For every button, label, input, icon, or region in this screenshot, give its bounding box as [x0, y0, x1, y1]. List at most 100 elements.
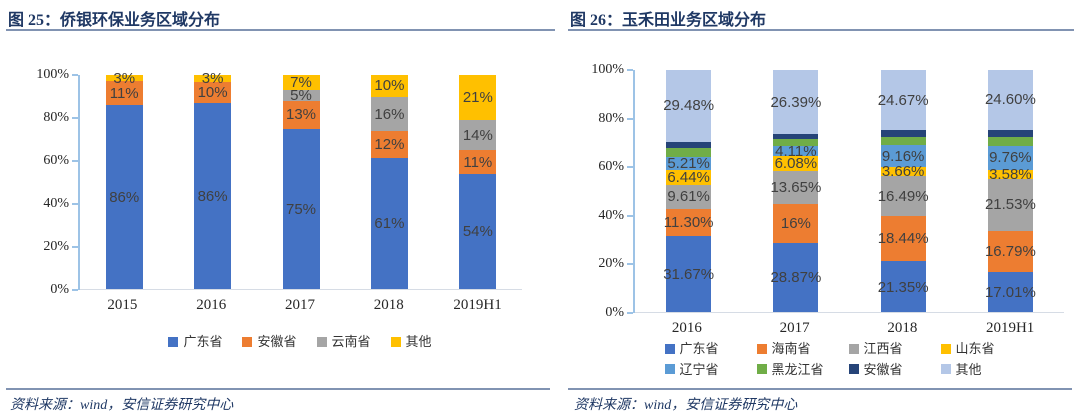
bar-segment-海南省: 18.44%: [878, 216, 929, 262]
bar-segment-辽宁省: 4.11%: [773, 144, 819, 159]
bar-slot-2016: 31.67% 11.30% 9.61% 6.44% 5.21% 29.48%: [635, 70, 742, 313]
legend-item-label: 黑龙江省: [771, 361, 824, 377]
bar-segment-辽宁省: 9.76%: [987, 146, 1033, 170]
bar-segment-label: 14%: [462, 126, 493, 144]
figure-26-title-rule: [568, 29, 1074, 31]
bar-segment-其他: 24.67%: [878, 70, 929, 131]
y-axis-tick-label: 40%: [598, 207, 624, 223]
bar-segment-云南省: 16%: [370, 96, 408, 132]
bar-segment-label: 5.21%: [667, 154, 710, 172]
bar-segment-label: 86%: [197, 188, 228, 206]
y-axis-tick-label: 100%: [36, 67, 69, 82]
bar-segment-山东省: 3.66%: [880, 164, 926, 179]
bar-segment-海南省: 11.30%: [663, 208, 714, 237]
y-axis-tick-mark: [627, 214, 633, 217]
bar-slot-2018: 61% 12% 16% 10%: [345, 75, 433, 290]
bar-segment-安徽省: [666, 141, 712, 148]
y-axis-tick-label: 60%: [598, 159, 624, 175]
legend-item-安徽省: 安徽省: [242, 334, 297, 350]
y-axis-tick-mark: [72, 160, 78, 162]
bar-segment-海南省: 16%: [773, 203, 819, 243]
bar-segment-label: 21.53%: [984, 196, 1036, 214]
legend-swatch-icon: [848, 364, 859, 375]
legend-item-label: 其他: [405, 334, 432, 349]
stacked-bar-2017: 28.87% 16% 13.65% 6.08% 4.11% 26.39%: [770, 70, 822, 313]
bar-slot-2017: 75% 13% 5% 7%: [257, 75, 345, 290]
legend-swatch-icon: [316, 336, 327, 347]
bar-segment-label: 26.39%: [770, 93, 822, 111]
bar-segment-江西省: 16.49%: [877, 176, 929, 217]
bar-segment-label: 3.58%: [989, 165, 1032, 183]
bar-segment-label: 16%: [374, 105, 405, 123]
bar-segment-辽宁省: 9.16%: [880, 145, 926, 168]
bar-segment-云南省: 14%: [459, 120, 497, 151]
stacked-bar-2015: 86% 11% 3%: [105, 71, 143, 290]
bar-segment-安徽省: [987, 129, 1033, 137]
figure-25-plot-area: 86% 11% 3% 86% 10% 3% 75% 13% 5% 7% 61% 12% 16% 10% 54…: [36, 68, 522, 297]
y-axis-tick-label: 60%: [43, 153, 69, 168]
bar-segment-安徽省: 13%: [282, 100, 320, 129]
bar-segment-label: 24.60%: [984, 91, 1036, 109]
y-axis-tick-label: 80%: [598, 110, 624, 126]
legend-item-label: 辽宁省: [679, 361, 719, 377]
bar-segment-黑龙江省: [880, 136, 926, 146]
legend-item-label: 海南省: [771, 341, 811, 356]
legend-swatch-icon: [848, 343, 859, 354]
legend-item-label: 云南省: [331, 334, 371, 349]
bar-segment-山东省: 6.08%: [773, 156, 819, 171]
legend-swatch-icon: [664, 343, 675, 354]
bar-segment-label: 11.30%: [663, 213, 714, 231]
bar-segment-广东省: 17.01%: [985, 271, 1036, 313]
legend-item-其他: 其他: [940, 362, 1033, 378]
bar-segment-label: 10%: [374, 77, 405, 95]
bar-segment-其他: 21%: [459, 75, 497, 121]
figure-26-source-rule: [568, 388, 1072, 390]
bar-slot-2019H1: 17.01% 16.79% 21.53% 3.58% 9.76% 24.60%: [957, 70, 1064, 313]
legend-item-label: 广东省: [183, 334, 223, 349]
bar-segment-label: 31.67%: [663, 266, 715, 284]
bar-segment-label: 9.61%: [667, 188, 710, 206]
figure-26-bars: 31.67% 11.30% 9.61% 6.44% 5.21% 29.48% 28.87% 1…: [635, 70, 1064, 313]
bar-segment-其他: 7%: [282, 74, 320, 92]
figure-26-panel: 图 26：玉禾田业务区域分布 31.67% 11.30% 9.61% 6.44% 5.2…: [540, 0, 1080, 416]
legend-item-label: 山东省: [955, 341, 995, 356]
bar-segment-label: 7%: [290, 74, 312, 92]
stacked-bar-2019H1: 17.01% 16.79% 21.53% 3.58% 9.76% 24.60%: [984, 70, 1036, 313]
bar-segment-黑龙江省: [666, 147, 712, 157]
figure-26-title: 图 26：玉禾田业务区域分布: [570, 12, 767, 29]
bar-segment-label: 11%: [463, 153, 493, 171]
bar-segment-其他: 10%: [370, 75, 408, 97]
bar-segment-其他: 3%: [105, 71, 143, 86]
bar-segment-黑龙江省: [987, 136, 1033, 147]
bar-segment-安徽省: 12%: [370, 131, 408, 158]
bar-segment-label: 61%: [374, 215, 405, 233]
bar-segment-label: 28.87%: [770, 269, 822, 287]
y-axis-tick-mark: [627, 263, 633, 266]
x-axis-category-label: 2019H1: [985, 320, 1035, 336]
bar-segment-label: 11%: [109, 84, 139, 102]
bar-segment-海南省: 16.79%: [985, 230, 1036, 272]
bar-segment-广东省: 75%: [282, 128, 320, 290]
bar-segment-label: 16.49%: [877, 187, 929, 205]
y-axis-tick-label: 100%: [591, 62, 624, 77]
bar-segment-安徽省: 10%: [194, 81, 232, 104]
bar-slot-2017: 28.87% 16% 13.65% 6.08% 4.11% 26.39%: [742, 70, 849, 313]
legend-swatch-icon: [940, 343, 951, 354]
legend-item-label: 广东省: [679, 341, 719, 356]
bar-segment-山东省: 3.58%: [987, 165, 1033, 183]
y-axis-tick-label: 20%: [598, 256, 624, 272]
stacked-bar-2016: 31.67% 11.30% 9.61% 6.44% 5.21% 29.48%: [663, 70, 715, 313]
legend-swatch-icon: [756, 343, 767, 354]
y-axis-tick-mark: [72, 289, 78, 291]
legend-swatch-icon: [756, 364, 767, 375]
bar-segment-label: 13%: [286, 106, 317, 124]
figure-25-source-rule: [6, 388, 550, 390]
legend-item-江西省: 江西省: [848, 341, 941, 357]
bar-segment-辽宁省: 5.21%: [666, 154, 712, 172]
legend-item-label: 江西省: [863, 341, 903, 356]
bar-segment-label: 54%: [462, 223, 493, 241]
x-axis-category-label: 2019H1: [453, 297, 502, 313]
bar-segment-其他: 24.60%: [984, 70, 1036, 130]
bar-segment-label: 21.35%: [877, 278, 929, 296]
bar-slot-2016: 86% 10% 3%: [168, 71, 256, 290]
